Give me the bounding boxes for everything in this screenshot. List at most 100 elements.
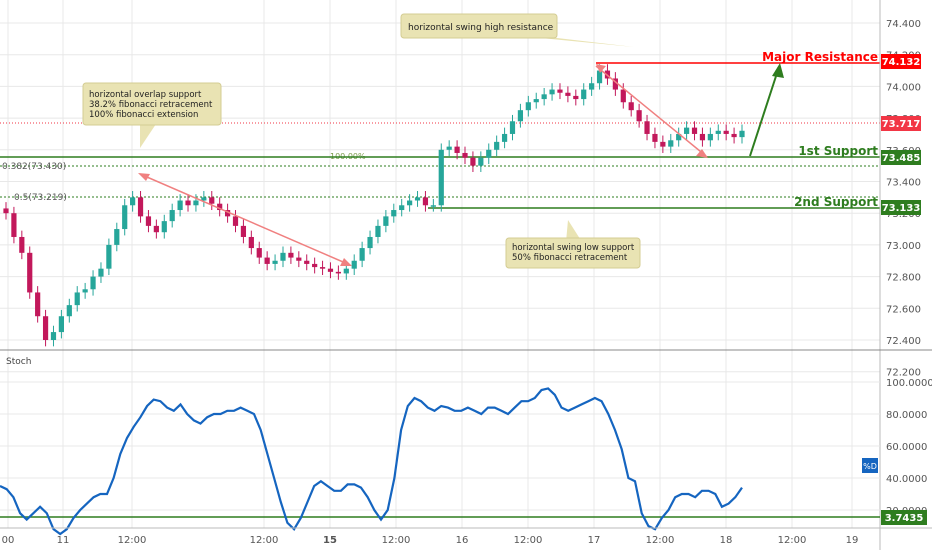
fib-0382-label: 0.382(73.430): [2, 162, 66, 172]
candle-body: [707, 133, 713, 141]
price-axis-ticks: 74.40074.20074.00073.80073.60073.40073.2…: [886, 19, 921, 379]
second-support-badge: [881, 200, 921, 215]
annotation-swing-low-line2: 50% fibonacci retracement: [512, 253, 628, 263]
time-tick-label: 12:00: [382, 535, 411, 546]
candle-body: [3, 208, 9, 214]
candle-body: [407, 200, 413, 206]
candle-body: [596, 70, 603, 84]
candle-body: [581, 89, 587, 100]
candle-body: [193, 200, 199, 206]
candle-body: [122, 205, 128, 230]
annotation-swing-high-pointer: [520, 36, 634, 47]
down-arrow-2-head: [696, 149, 708, 158]
candle-body: [494, 141, 500, 150]
candle-body: [137, 197, 144, 217]
down-arrow-2-tail: [596, 64, 606, 73]
candle-body: [177, 200, 183, 211]
candle-body: [304, 260, 310, 264]
candle-body: [731, 133, 737, 138]
candle-body: [470, 157, 476, 166]
candle-body: [565, 92, 571, 96]
down-arrow-2: [595, 65, 707, 157]
candle-body: [27, 252, 33, 293]
stoch-tick-label: 60.0000: [886, 442, 927, 453]
candle-body: [130, 197, 136, 206]
candle-body: [359, 248, 365, 261]
candle-body: [525, 102, 531, 111]
candle-body: [185, 200, 191, 206]
candle-body: [35, 292, 41, 317]
price-tick-label: 72.800: [886, 273, 921, 284]
time-axis-ticks: 00 11 12:00 12:00 15 12:00 16 12:00 17 12:00 18 12:…: [2, 535, 859, 546]
major-resistance-label: Major Resistance: [762, 50, 878, 64]
time-tick-label: 12:00: [250, 535, 279, 546]
candle-body: [264, 257, 270, 264]
candle-body: [644, 121, 650, 134]
down-arrow-1: [139, 173, 351, 266]
time-tick-label: 11: [57, 535, 70, 546]
second-support-value: 73.133: [882, 203, 921, 214]
candle-body: [399, 205, 405, 211]
candle-body: [541, 94, 547, 100]
time-tick-label: 12:00: [646, 535, 675, 546]
fib-05-label: 0.5(73.219): [14, 193, 67, 203]
candle-body: [391, 210, 397, 217]
candle-body: [169, 210, 175, 222]
candle-body: [50, 332, 57, 340]
candle-body: [589, 83, 595, 90]
first-support-value: 73.485: [882, 153, 921, 164]
candle-body: [232, 216, 239, 226]
candle-body: [509, 121, 516, 134]
up-arrow-head: [772, 63, 784, 78]
trend-arrows: [138, 63, 784, 266]
candle-body: [375, 225, 381, 237]
stoch-gridlines: [0, 381, 880, 511]
annotation-overlap-support-line2: 38.2% fibonacci retracement: [89, 100, 213, 110]
stoch-d-badge: [862, 458, 878, 473]
candle-body: [454, 146, 460, 153]
candle-body: [161, 221, 167, 233]
annotation-overlap-support-pointer: [140, 124, 156, 148]
stoch-d-line: [0, 387, 743, 536]
first-support-label: 1st Support: [798, 144, 878, 158]
annotation-overlap-support-box: [82, 82, 222, 126]
time-tick-label: 12:00: [514, 535, 543, 546]
candle-body: [343, 268, 349, 274]
candle-body: [557, 89, 563, 93]
candle-body: [367, 236, 373, 249]
annotation-swing-low-line1: horizontal swing low support: [512, 243, 635, 253]
stoch-tick-label: 100.0000: [886, 378, 932, 389]
candle-body: [422, 197, 429, 206]
second-support-label: 2nd Support: [794, 195, 878, 209]
candle-body: [501, 133, 508, 142]
candle-body: [217, 203, 223, 211]
candle-body: [98, 268, 104, 277]
candle-body: [549, 89, 555, 95]
current-price-badge: [881, 116, 921, 131]
stoch-tick-label: 40.0000: [886, 474, 927, 485]
candle-body: [209, 197, 215, 204]
candle-body: [351, 260, 357, 269]
candle-body: [486, 149, 492, 158]
time-tick-label: 16: [456, 535, 469, 546]
candle-body: [114, 229, 120, 245]
annotation-overlap-support-line1: horizontal overlap support: [89, 90, 202, 100]
stoch-bottom-badge: [881, 510, 927, 525]
time-tick-label: 12:00: [778, 535, 807, 546]
candle-body: [660, 141, 666, 147]
candle-body: [11, 213, 17, 237]
candle-body: [446, 146, 452, 150]
candle-body: [438, 149, 444, 206]
candle-body: [335, 271, 341, 274]
candle-body: [612, 78, 618, 90]
candle-body: [739, 130, 745, 138]
candle-body: [573, 95, 579, 100]
candle-body: [82, 289, 88, 293]
first-support-badge: [881, 150, 921, 165]
candle-body: [478, 157, 484, 166]
x-gridlines: [7, 0, 853, 528]
candle-body: [248, 236, 254, 249]
annotation-swing-low: horizontal swing low support 50% fibonac…: [505, 220, 641, 269]
candle-body: [296, 257, 302, 261]
